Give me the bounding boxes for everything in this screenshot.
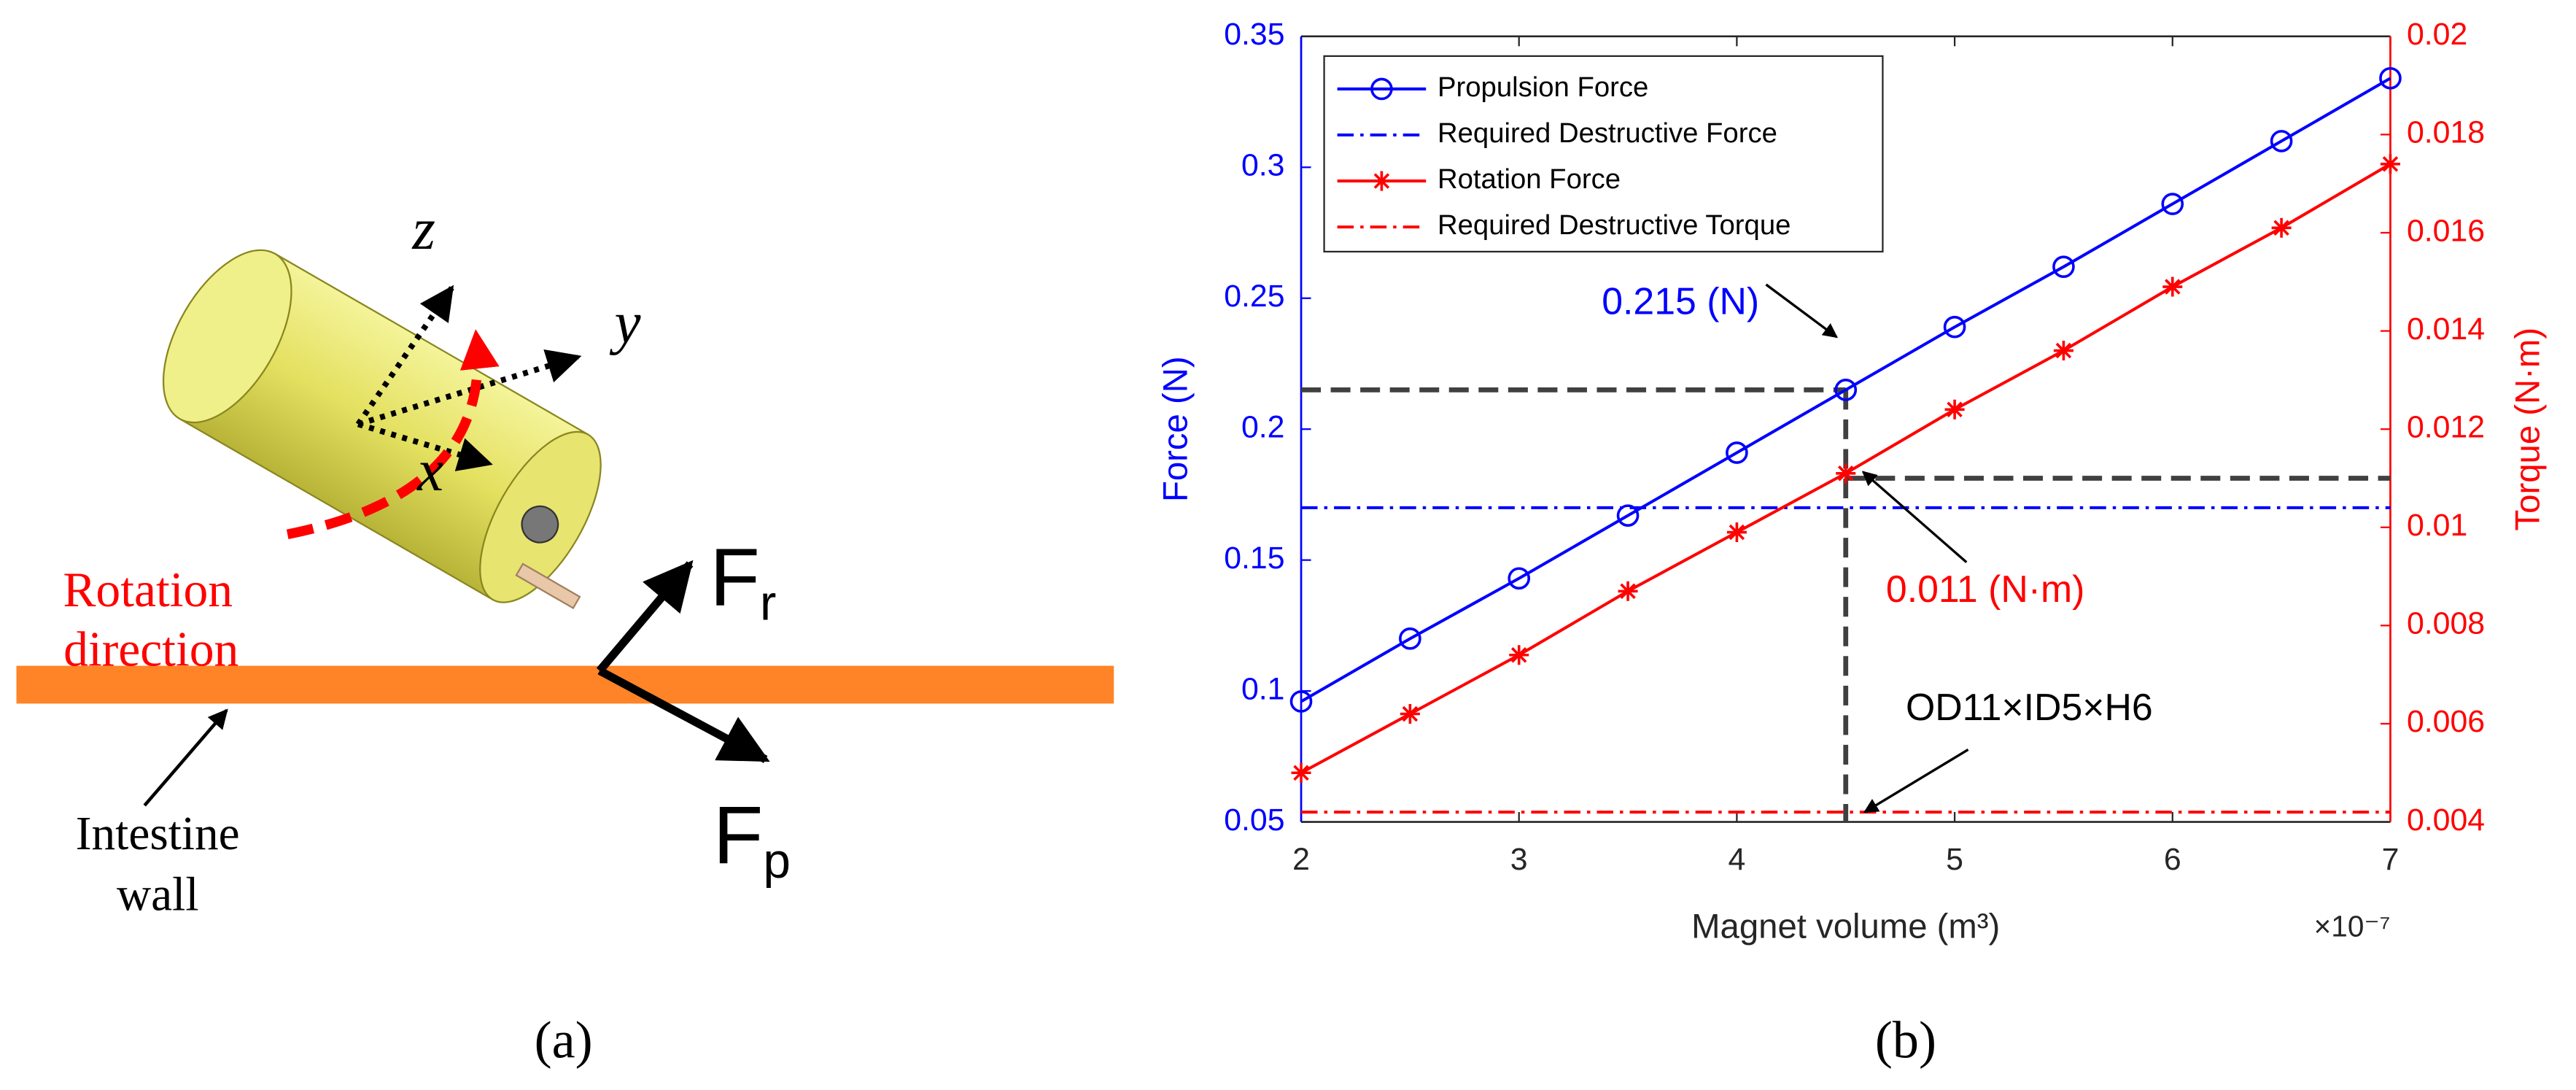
y-tick-label: 0.25 — [1224, 279, 1284, 314]
force-symbol: F — [713, 789, 764, 881]
marker — [2270, 130, 2293, 152]
x-tick-label: 4 — [1728, 842, 1745, 877]
marker — [1726, 522, 1747, 543]
y2-tick-label: 0.008 — [2407, 606, 2485, 641]
annotation-arrow — [1863, 748, 1969, 813]
marker — [2271, 217, 2292, 238]
marker — [1400, 703, 1420, 724]
capsule — [162, 249, 602, 610]
marker — [2380, 154, 2400, 174]
y2-tick-label: 0.014 — [2407, 312, 2485, 347]
force-subscript: p — [763, 834, 791, 889]
marker — [1399, 627, 1421, 650]
x-tick-label: 3 — [1510, 842, 1528, 877]
annotation: 0.215 (N) — [1602, 280, 1759, 322]
marker — [1289, 690, 1313, 713]
legend-label: Required Destructive Force — [1438, 117, 1777, 149]
intestine-wall — [16, 665, 1114, 704]
marker — [1943, 315, 1966, 339]
legend-marker — [1371, 171, 1392, 191]
marker — [2161, 193, 2184, 215]
wall-pointer — [143, 708, 228, 807]
y2-tick-label: 0.02 — [2407, 17, 2467, 52]
legend-label: Propulsion Force — [1438, 71, 1648, 103]
panel-label: (b) — [1875, 1010, 1936, 1069]
annotation: 0.011 (N·m) — [1886, 568, 2084, 610]
y-tick-label: 0.35 — [1224, 17, 1284, 52]
y-tick-label: 0.1 — [1241, 671, 1284, 706]
force-symbol: F — [710, 531, 760, 623]
force-r: Fr — [710, 531, 776, 631]
x-tick-label: 6 — [2164, 842, 2181, 877]
marker — [1834, 379, 1858, 401]
axis-x: x — [416, 438, 443, 503]
y2-tick-label: 0.018 — [2407, 115, 2485, 150]
x-tick-label: 2 — [1292, 842, 1310, 877]
y2-tick-label: 0.006 — [2407, 704, 2485, 739]
wall-label: Intestine — [76, 808, 240, 860]
marker — [1726, 441, 1748, 464]
legend-label: Required Destructive Torque — [1438, 209, 1791, 241]
y-tick-label: 0.2 — [1241, 409, 1284, 444]
x-tick-label: 5 — [1946, 842, 1963, 877]
coordinate-axes — [355, 285, 582, 471]
marker — [2053, 341, 2073, 361]
legend: Propulsion Force Required Destructive For… — [1323, 55, 1884, 253]
y-tick-label: 0.15 — [1224, 541, 1284, 576]
rotation-label: Rotation — [63, 563, 233, 617]
wall-label: wall — [117, 868, 198, 921]
legend-label: Rotation Force — [1438, 163, 1621, 195]
y2-tick-label: 0.012 — [2407, 409, 2485, 444]
marker — [1509, 645, 1529, 665]
annotation: OD11×ID5×H6 — [1906, 686, 2153, 728]
diagram-panel: z y x Rotation direction Fr Fp Intestine… — [16, 196, 1114, 1069]
marker — [2162, 277, 2183, 297]
x-axis-label: Magnet volume (m³) — [1691, 907, 2000, 946]
annotation-arrow — [1765, 283, 1838, 339]
y-tick-label: 0.3 — [1241, 148, 1284, 183]
rotation-arrow — [286, 329, 500, 539]
rotation-label: direction — [63, 622, 238, 676]
marker — [2379, 66, 2402, 90]
y-tick-label: 0.05 — [1224, 803, 1284, 838]
y2-tick-label: 0.016 — [2407, 213, 2485, 248]
x-multiplier: ×10⁻⁷ — [2314, 910, 2391, 943]
force-p: Fp — [713, 789, 791, 889]
marker — [2052, 255, 2075, 278]
x-tick-label: 7 — [2382, 842, 2400, 877]
y2-tick-label: 0.004 — [2407, 803, 2485, 838]
axis-y: y — [609, 290, 641, 355]
marker — [1618, 581, 1638, 601]
y2-tick-label: 0.01 — [2407, 508, 2467, 543]
annotation-arrow — [1861, 471, 1968, 563]
marker — [1291, 762, 1311, 783]
series-line — [1300, 77, 2391, 703]
y2-axis-label: Torque (N·m) — [2508, 328, 2547, 531]
marker — [1944, 399, 1965, 420]
force-subscript: r — [760, 576, 777, 630]
force-arrows — [596, 560, 770, 763]
panel-label: (a) — [535, 1010, 593, 1069]
marker — [1508, 567, 1531, 590]
legend-marker — [1370, 77, 1393, 101]
axis-z: z — [411, 196, 435, 262]
marker — [1836, 463, 1856, 484]
chart-panel: 2 3 4 5 6 7 0.05 0.1 0.15 0.2 0.25 0.3 0.35 0.004 0.00… — [1157, 17, 2548, 1069]
marker — [1616, 504, 1640, 527]
y-axis-label: Force (N) — [1157, 356, 1195, 502]
